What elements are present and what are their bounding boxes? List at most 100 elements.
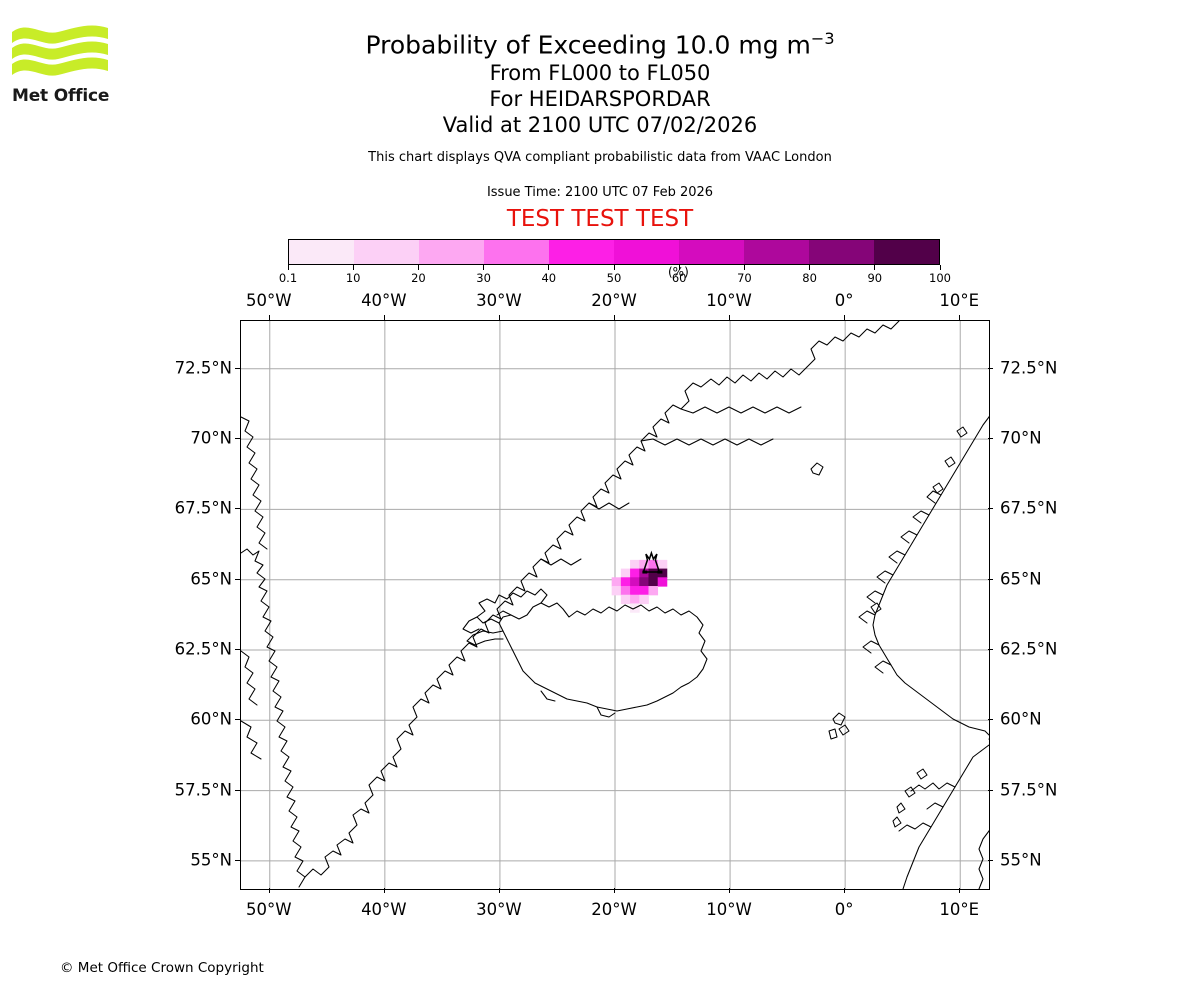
volcano-marker-icon: [642, 550, 663, 574]
lat-tick-mark: [988, 508, 993, 510]
met-office-logo-text: Met Office: [12, 86, 110, 106]
colorbar-tick: [678, 265, 680, 270]
lon-tick-label-top: 10°W: [706, 291, 752, 310]
lon-tick-label-bottom: 0°: [834, 900, 854, 919]
colorbar-tick-label: 20: [411, 271, 426, 285]
map-plot-area[interactable]: [240, 320, 990, 890]
colorbar-tick-label: 50: [606, 271, 622, 285]
valid-time: Valid at 2100 UTC 07/02/2026: [442, 113, 758, 138]
ash-cell: [657, 568, 668, 578]
colorbar-tick: [417, 265, 419, 270]
lat-tick-label-left: 65°N: [190, 569, 232, 589]
lat-tick-label-right: 60°N: [1000, 709, 1042, 729]
colorbar-tick: [613, 265, 615, 270]
colorbar-tick-label: 0.1: [278, 271, 298, 285]
lat-tick-mark: [235, 719, 240, 721]
lon-tick-mark: [383, 888, 385, 893]
colorbar-band-8: [809, 240, 874, 264]
lat-tick-mark: [988, 648, 993, 650]
ash-cell: [620, 586, 631, 596]
lon-tick-label-top: 40°W: [361, 291, 407, 310]
lon-tick-label-bottom: 10°W: [706, 900, 752, 919]
lon-tick-label-bottom: 30°W: [476, 900, 522, 919]
colorbar-tick-label: 90: [867, 271, 883, 285]
lat-tick-mark: [988, 367, 993, 369]
colorbar-unit-label: (%): [668, 265, 689, 279]
copyright-notice: © Met Office Crown Copyright: [60, 960, 264, 976]
lon-tick-mark: [729, 888, 731, 893]
lat-tick-mark: [235, 789, 240, 791]
map-gridlines: [241, 321, 989, 889]
volcano-glyph: [642, 550, 661, 573]
colorbar-tick-label: 80: [802, 271, 817, 285]
lon-tick-mark: [729, 315, 731, 320]
colorbar-tick-label: 30: [476, 271, 491, 285]
ash-cell: [611, 586, 622, 596]
lon-tick-label-top: 0°: [834, 291, 854, 310]
ash-cell: [620, 577, 631, 587]
lat-tick-mark: [988, 719, 993, 721]
colorbar-band-0: [289, 240, 354, 264]
chart-header: Probability of Exceeding 10.0 mg m−3 Fro…: [0, 24, 1200, 232]
ash-cell: [611, 577, 622, 587]
ash-cell: [620, 568, 631, 578]
lat-tick-mark: [235, 578, 240, 580]
lon-tick-mark: [959, 888, 961, 893]
ash-probability-cells: [611, 559, 668, 613]
lat-tick-mark: [235, 859, 240, 861]
lon-tick-label-top: 20°W: [591, 291, 637, 310]
lon-tick-mark: [498, 315, 500, 320]
ash-cell: [648, 577, 659, 587]
met-office-logo: Met Office: [12, 22, 112, 112]
flight-level-range: From FL000 to FL050: [489, 61, 711, 86]
ash-cell: [639, 586, 649, 596]
colorbar-tick: [743, 265, 745, 270]
title-exponent: −3: [810, 29, 835, 48]
title-main-text: Probability of Exceeding 10.0 mg m: [365, 30, 811, 60]
lat-tick-label-left: 72.5°N: [174, 358, 232, 378]
test-banner: TEST TEST TEST: [506, 206, 694, 233]
ash-cell: [648, 568, 659, 578]
lon-tick-label-top: 10°E: [939, 291, 980, 310]
lon-tick-mark: [268, 315, 270, 320]
colorbar-tick-label: 70: [737, 271, 752, 285]
lon-tick-mark: [844, 888, 846, 893]
colorbar-gradient: [288, 239, 940, 265]
lat-tick-label-right: 67.5°N: [1000, 498, 1058, 518]
volcano-base: [642, 570, 648, 574]
lat-tick-label-left: 62.5°N: [174, 639, 232, 659]
lat-tick-mark: [235, 438, 240, 440]
ash-cell: [639, 594, 649, 605]
lon-tick-label-top: 50°W: [245, 291, 292, 310]
ash-cell: [630, 568, 640, 578]
ash-cell: [630, 577, 640, 587]
colorbar-tick-label: 40: [541, 271, 557, 285]
colorbar-tick: [809, 265, 811, 270]
lat-tick-mark: [988, 859, 993, 861]
colorbar-tick: [352, 265, 354, 270]
ash-cell: [630, 586, 640, 596]
ash-cell: [630, 559, 640, 570]
colorbar-tick-label: 100: [929, 271, 951, 285]
colorbar-band-5: [614, 240, 679, 264]
page-title: Probability of Exceeding 10.0 mg m−3: [0, 24, 1200, 60]
colorbar-tick-label: 60: [671, 271, 687, 285]
ash-cell: [620, 594, 631, 605]
lat-tick-label-left: 57.5°N: [174, 780, 232, 800]
lon-tick-mark: [383, 315, 385, 320]
coastlines: [241, 321, 989, 889]
lon-tick-mark: [268, 888, 270, 893]
volcano-base: [657, 570, 663, 574]
colorbar-band-7: [744, 240, 809, 264]
ash-cell: [630, 594, 640, 605]
colorbar-tick-label: 10: [345, 271, 361, 285]
lon-tick-mark: [614, 888, 615, 893]
lon-tick-mark: [844, 315, 846, 320]
lon-tick-mark: [614, 315, 615, 320]
lat-tick-label-left: 67.5°N: [174, 498, 232, 518]
lat-tick-mark: [235, 648, 240, 650]
colorbar-tick: [548, 265, 550, 270]
lat-tick-label-right: 72.5°N: [1000, 358, 1058, 378]
met-office-wave-icon: [12, 25, 108, 76]
lat-tick-label-left: 70°N: [190, 428, 232, 448]
